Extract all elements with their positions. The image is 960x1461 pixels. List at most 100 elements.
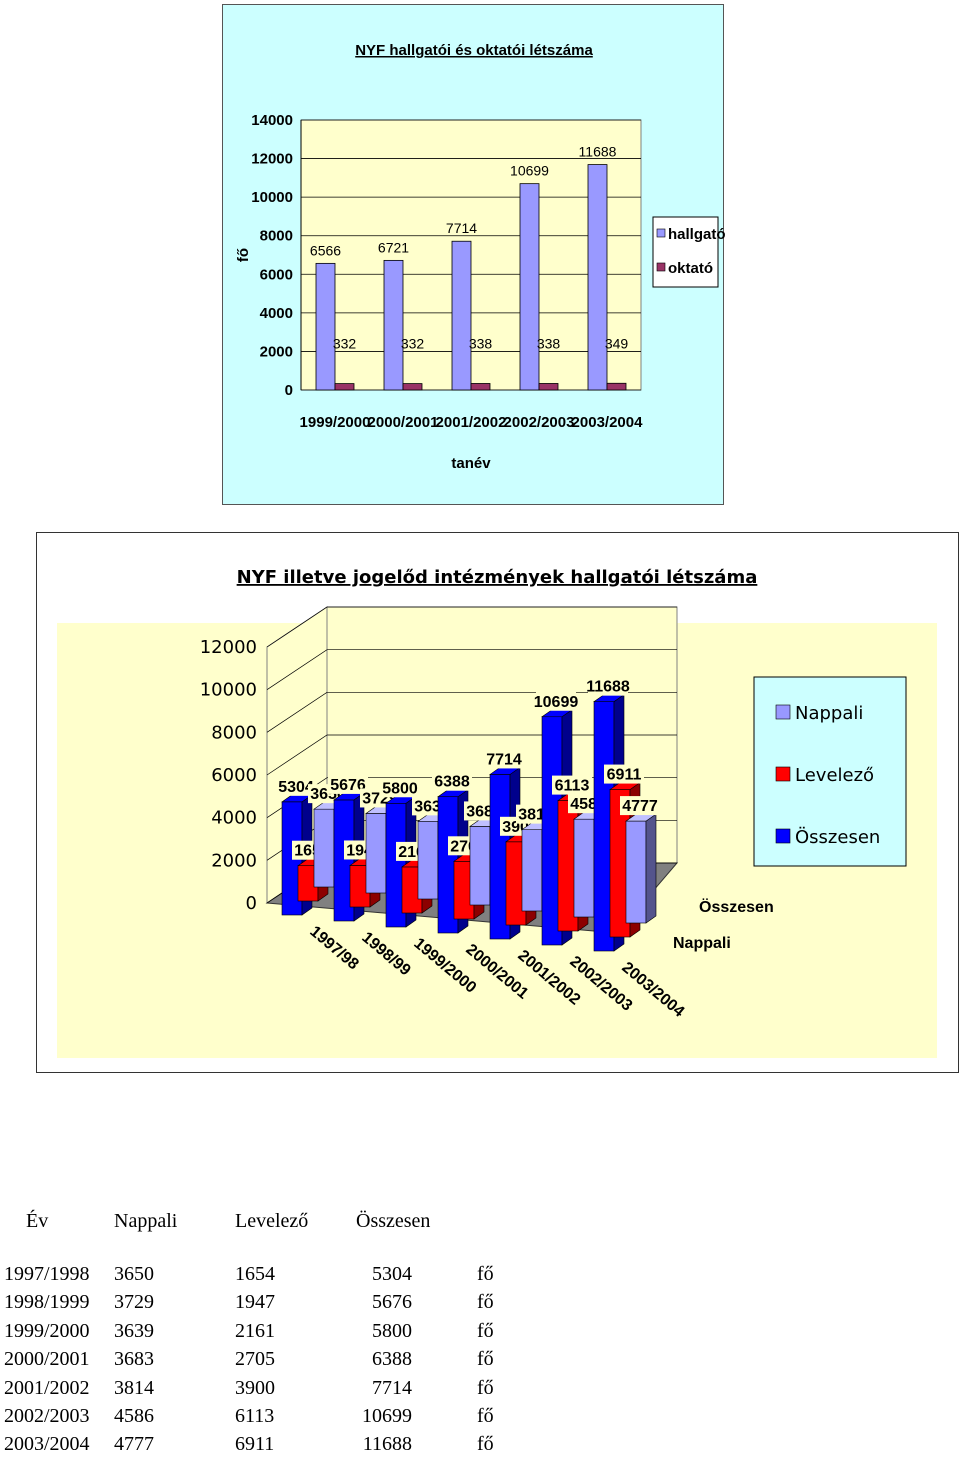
- chart2-gridline: [266, 606, 677, 648]
- table-cell: 3814: [114, 1376, 154, 1399]
- chart2-bar-Nappali-front: [469, 826, 491, 906]
- table-row: 1998/1999 3729 1947 5676 fő: [4, 1291, 504, 1319]
- chart1-bar-oktató: [334, 383, 355, 391]
- header-day: Nappali: [114, 1210, 178, 1232]
- table-cell: 1654: [235, 1263, 275, 1285]
- table-cell: 3650: [114, 1263, 154, 1285]
- chart2-data-label: 5676: [328, 774, 368, 794]
- chart2-data-label: 6911: [604, 764, 644, 784]
- chart2-data-label-text: 4777: [622, 798, 658, 815]
- chart2-data-label: 5800: [380, 778, 420, 798]
- table-unit: fő: [477, 1433, 494, 1456]
- chart2-bar-Nappali-front: [625, 820, 647, 924]
- chart1-bar-hallgató: [451, 240, 472, 391]
- chart1-title: NYF hallgatói és oktatói létszáma: [355, 42, 593, 59]
- chart2-depth-label-day: Nappali: [673, 935, 731, 952]
- chart1-xtick-label: 1999/2000: [300, 414, 371, 431]
- table-cell: 6388: [372, 1348, 412, 1371]
- chart1-xtick-label: 2003/2004: [572, 414, 644, 431]
- table-cell: 3639: [114, 1319, 154, 1342]
- chart1-legend: hallgató oktató: [652, 216, 726, 288]
- table-unit: fő: [477, 1291, 494, 1314]
- chart1-xtick-label: 2000/2001: [368, 414, 439, 431]
- chart1-xtick-label: 2002/2003: [504, 414, 575, 431]
- table-cell: 1998/1999: [4, 1291, 90, 1314]
- chart2-data-label-text: 10699: [534, 694, 579, 711]
- chart1-ytick-label: 12000: [251, 151, 293, 168]
- chart2-legend-swatch: [775, 766, 791, 782]
- chart2-data-label-text: 7714: [486, 751, 522, 768]
- chart2-legend: Nappali Levelező Összesen: [753, 676, 907, 867]
- table-cell: 7714: [372, 1376, 412, 1399]
- chart2-ytick-label: 6000: [211, 765, 257, 786]
- table-unit: fő: [477, 1263, 494, 1285]
- chart1-ytick-label: 2000: [260, 343, 293, 360]
- chart1-legend-label: oktató: [668, 260, 713, 277]
- chart2-bar-Nappali-front: [365, 813, 387, 894]
- chart2-ytick-label: 10000: [200, 680, 257, 701]
- chart2-legend-swatch: [775, 828, 791, 844]
- chart2-data-label: 11688: [586, 676, 630, 696]
- chart1-bar-hallgató: [315, 262, 336, 391]
- chart2-gridline: [266, 649, 677, 690]
- table-cell: 4586: [114, 1405, 154, 1427]
- chart1-data-label: 11688: [579, 144, 617, 160]
- chart2-ytick-label: 12000: [200, 637, 257, 658]
- chart2-data-label-bg: [620, 796, 660, 816]
- chart2-data-label-bg: [604, 764, 644, 784]
- chart2-data-label: 10699: [534, 691, 579, 711]
- chart1-data-label: 332: [401, 335, 425, 351]
- table-cell: 1999/2000: [4, 1319, 90, 1342]
- table-row: 2002/2003 4586 6113 10699 fő: [4, 1405, 504, 1433]
- chart2-data-label-bg: [536, 691, 576, 711]
- chart2-data-label-text: 5800: [382, 780, 418, 797]
- chart2-bar-Nappali-front: [521, 829, 543, 912]
- header-total: Összesen: [356, 1210, 431, 1232]
- chart1-bar-oktató: [470, 383, 491, 391]
- chart1-bar-hallgató: [383, 259, 404, 391]
- chart2-data-label: 5304: [276, 776, 316, 796]
- chart1-ytick-label: 0: [285, 382, 293, 399]
- table-cell: 2000/2001: [4, 1348, 90, 1371]
- header-corr: Levelező: [235, 1210, 309, 1232]
- table-cell: 10699: [362, 1405, 412, 1427]
- chart1-legend-swatch: [656, 262, 666, 272]
- chart1-bar-oktató: [538, 383, 559, 391]
- chart1-panel: NYF hallgatói és oktatói létszáma fő tan…: [222, 4, 726, 505]
- chart1-data-label: 6721: [378, 239, 409, 255]
- chart2-title: NYF illetve jogelőd intézmények hallgató…: [237, 567, 758, 588]
- chart2-ytick-label: 2000: [211, 850, 257, 871]
- chart2-data-label: 4777: [620, 796, 660, 816]
- chart2-ytick-label: 0: [246, 893, 257, 914]
- chart2-legend-label: Összesen: [795, 826, 880, 848]
- chart1-data-label: 10699: [510, 163, 549, 179]
- chart1-ytick-label: 4000: [260, 305, 293, 322]
- table-row: 1997/1998 3650 1654 5304 fő: [4, 1263, 504, 1291]
- chart2-bar-Nappali-side: [645, 813, 657, 924]
- table-cell: 2003/2004: [4, 1433, 90, 1456]
- chart2-depth-label-total: Összesen: [699, 897, 774, 916]
- chart1-legend-box: [652, 216, 719, 288]
- chart2-data-label-text: 6388: [434, 774, 470, 791]
- chart1-svg: NYF hallgatói és oktatói létszáma fő tan…: [235, 42, 726, 472]
- chart2-data-label-bg: [432, 771, 472, 791]
- chart1-ytick-label: 8000: [260, 228, 293, 245]
- chart1-data-label: 332: [333, 335, 357, 351]
- chart2-data-label-text: 11688: [586, 679, 630, 696]
- table-cell: 5676: [372, 1291, 412, 1314]
- header-year: Év: [26, 1210, 49, 1232]
- chart2-data-label-text: 6113: [555, 778, 590, 795]
- chart2-bar-Nappali: [625, 813, 657, 924]
- table-row: 2001/2002 3814 3900 7714 fő: [4, 1377, 504, 1405]
- table-cell: 6911: [235, 1433, 275, 1456]
- chart1-ytick-label: 6000: [260, 266, 293, 283]
- chart1-data-label: 6566: [310, 242, 341, 258]
- chart2-data-label-bg: [276, 776, 316, 796]
- chart2-data-label-text: 6911: [607, 767, 642, 784]
- chart2-svg: NYF illetve jogelőd intézmények hallgató…: [57, 567, 937, 1058]
- table-row: 2000/2001 3683 2705 6388 fő: [4, 1348, 504, 1376]
- table-cell: 3683: [114, 1348, 154, 1371]
- chart2-bar-Nappali-front: [417, 821, 439, 900]
- table-row: 1999/2000 3639 2161 5800 fő: [4, 1320, 504, 1348]
- chart2-data-label-bg: [484, 749, 524, 769]
